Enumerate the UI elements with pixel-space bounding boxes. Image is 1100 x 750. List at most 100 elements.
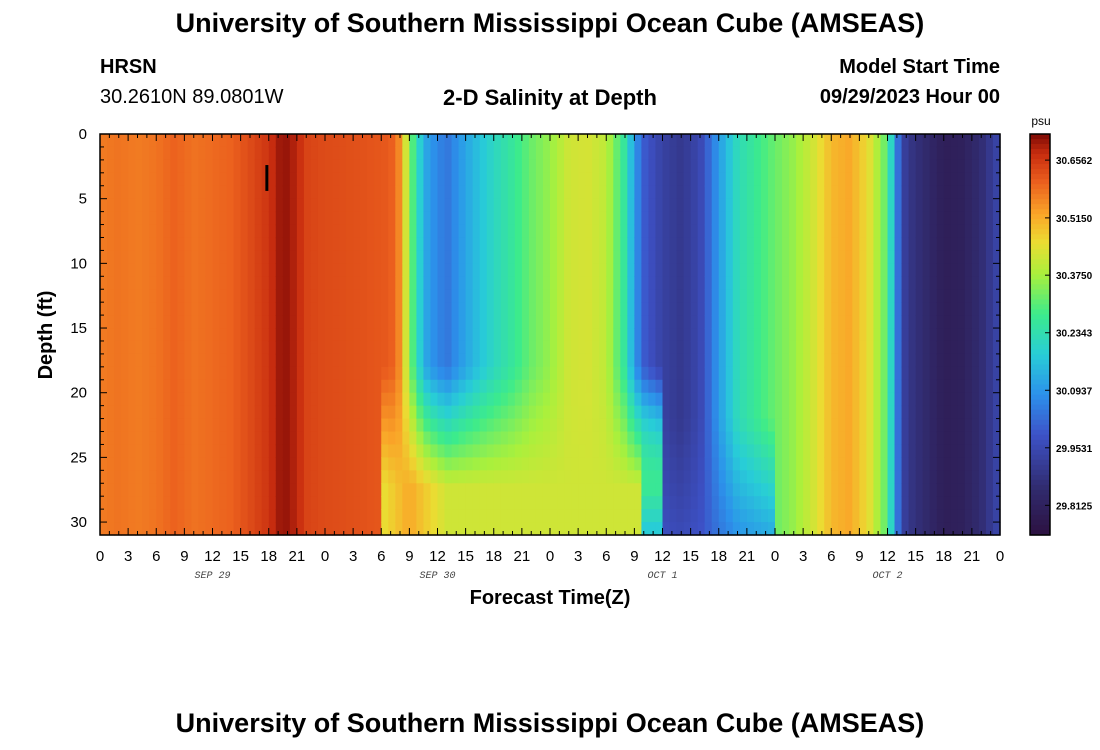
heatmap-cell [472, 392, 481, 407]
heatmap-cell [289, 418, 298, 433]
heatmap-cell [887, 263, 896, 277]
heatmap-cell [613, 224, 621, 239]
heatmap-cell [472, 315, 481, 329]
heatmap-cell [753, 340, 762, 355]
heatmap-cell [557, 146, 565, 161]
heatmap-cell [655, 328, 664, 342]
heatmap-cell [458, 418, 467, 433]
heatmap-cell [845, 198, 853, 213]
heatmap-cell [472, 134, 481, 148]
x-day-label: SEP 30 [419, 571, 455, 582]
heatmap-cell [957, 185, 966, 200]
heatmap-cell [514, 522, 523, 536]
heatmap-cell [550, 496, 558, 510]
heatmap-cell [669, 302, 678, 316]
heatmap-cell [845, 405, 853, 420]
heatmap-cell [803, 198, 811, 213]
heatmap-cell [233, 509, 242, 523]
heatmap-cell [317, 134, 326, 148]
heatmap-cell [395, 392, 403, 407]
heatmap-cell [838, 146, 846, 161]
heatmap-cell [641, 353, 650, 368]
heatmap-cell [627, 457, 635, 471]
heatmap-cell [317, 353, 326, 368]
heatmap-cell [247, 328, 256, 342]
x-tick-label: 21 [514, 548, 531, 565]
heatmap-cell [142, 483, 150, 497]
heatmap-cell [718, 146, 727, 161]
heatmap-cell [992, 289, 1001, 303]
heatmap-cell [444, 509, 453, 523]
heatmap-cell [964, 366, 973, 381]
heatmap-cell [268, 276, 277, 290]
heatmap-cell [423, 470, 432, 484]
heatmap-cell [852, 379, 860, 394]
heatmap-cell [711, 431, 720, 446]
heatmap-cell [746, 198, 755, 213]
heatmap-cell [831, 198, 839, 213]
heatmap-cell [613, 315, 621, 329]
x-axis-title: Forecast Time(Z) [470, 587, 631, 609]
heatmap-cell [992, 340, 1001, 355]
heatmap-cell [226, 276, 235, 290]
heatmap-cell [732, 379, 741, 394]
heatmap-cell [275, 302, 284, 316]
heatmap-cell [599, 302, 607, 316]
heatmap-cell [620, 134, 628, 148]
heatmap-cell [367, 263, 375, 277]
heatmap-cell [732, 185, 741, 200]
heatmap-cell [268, 198, 277, 213]
heatmap-cell [571, 211, 579, 226]
heatmap-cell [107, 457, 115, 471]
heatmap-cell [634, 353, 643, 368]
heatmap-cell [950, 483, 959, 497]
heatmap-cell [831, 159, 839, 174]
heatmap-cell [296, 392, 305, 407]
colorbar-swatch [1030, 384, 1050, 391]
heatmap-cell [542, 263, 551, 277]
heatmap-cell [845, 237, 853, 252]
heatmap-cell [339, 379, 347, 394]
heatmap-cell [936, 315, 945, 329]
colorbar-swatch [1030, 154, 1050, 160]
heatmap-cell [859, 315, 868, 329]
heatmap-cell [374, 340, 382, 355]
heatmap-cell [957, 198, 966, 213]
heatmap-cell [564, 392, 572, 407]
heatmap-cell [585, 276, 593, 290]
heatmap-cell [163, 444, 171, 458]
heatmap-cell [339, 340, 347, 355]
heatmap-cell [943, 315, 952, 329]
heatmap-cell [760, 328, 769, 342]
heatmap-cell [929, 405, 938, 420]
heatmap-cell [711, 250, 720, 264]
heatmap-cell [261, 457, 270, 471]
heatmap-cell [282, 509, 291, 523]
heatmap-cell [353, 134, 361, 148]
heatmap-cell [353, 340, 361, 355]
x-tick-label: 12 [654, 548, 671, 565]
heatmap-cell [486, 289, 495, 303]
heatmap-cell [789, 134, 797, 148]
heatmap-cell [353, 405, 361, 420]
heatmap-cell [585, 340, 593, 355]
heatmap-cell [528, 470, 537, 484]
heatmap-cell [557, 263, 565, 277]
heatmap-cell [339, 483, 347, 497]
heatmap-cell [184, 328, 193, 342]
heatmap-cell [690, 457, 699, 471]
heatmap-cell [683, 392, 692, 407]
heatmap-cell [451, 379, 460, 394]
heatmap-cell [838, 431, 846, 446]
heatmap-cell [789, 172, 797, 187]
heatmap-cell [212, 263, 221, 277]
heatmap-cell [479, 289, 488, 303]
heatmap-cell [339, 302, 347, 316]
heatmap-cell [156, 522, 164, 536]
heatmap-cell [170, 522, 178, 536]
heatmap-cell [992, 379, 1001, 394]
heatmap-cell [198, 159, 207, 174]
heatmap-cell [289, 224, 298, 239]
heatmap-cell [669, 431, 678, 446]
heatmap-cell [332, 315, 340, 329]
